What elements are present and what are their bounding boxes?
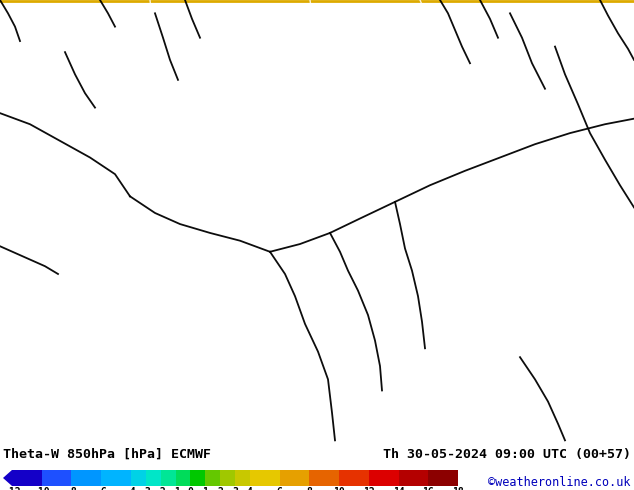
Text: -6: -6: [95, 487, 107, 490]
Text: 8: 8: [306, 487, 313, 490]
Bar: [309, 470, 339, 486]
Text: 10: 10: [333, 487, 345, 490]
Text: 18: 18: [452, 487, 464, 490]
Bar: [72, 470, 101, 486]
Text: -12: -12: [3, 487, 21, 490]
Bar: [146, 470, 160, 486]
Text: 12: 12: [363, 487, 375, 490]
Text: 4: 4: [247, 487, 253, 490]
Bar: [339, 470, 369, 486]
Text: Th 30-05-2024 09:00 UTC (00+57): Th 30-05-2024 09:00 UTC (00+57): [383, 448, 631, 461]
Text: 2: 2: [217, 487, 223, 490]
Bar: [428, 470, 458, 486]
Bar: [369, 470, 399, 486]
Bar: [101, 470, 131, 486]
Text: 16: 16: [422, 487, 434, 490]
Polygon shape: [3, 470, 12, 486]
Text: Theta-W 850hPa [hPa] ECMWF: Theta-W 850hPa [hPa] ECMWF: [3, 448, 211, 461]
Text: ©weatheronline.co.uk: ©weatheronline.co.uk: [489, 476, 631, 489]
Text: -8: -8: [65, 487, 77, 490]
Bar: [190, 470, 205, 486]
Text: -1: -1: [170, 487, 181, 490]
Bar: [220, 470, 235, 486]
Text: -4: -4: [125, 487, 137, 490]
Text: 0: 0: [188, 487, 193, 490]
Bar: [176, 470, 190, 486]
Text: 14: 14: [392, 487, 404, 490]
Bar: [235, 470, 250, 486]
Text: -10: -10: [33, 487, 51, 490]
Bar: [160, 470, 176, 486]
Bar: [42, 470, 72, 486]
Text: -3: -3: [140, 487, 152, 490]
Bar: [280, 470, 309, 486]
Bar: [131, 470, 146, 486]
Text: 6: 6: [276, 487, 283, 490]
Bar: [399, 470, 428, 486]
Text: 3: 3: [232, 487, 238, 490]
Text: -2: -2: [155, 487, 167, 490]
Text: 1: 1: [202, 487, 208, 490]
Bar: [250, 470, 280, 486]
Bar: [12, 470, 42, 486]
Bar: [205, 470, 220, 486]
